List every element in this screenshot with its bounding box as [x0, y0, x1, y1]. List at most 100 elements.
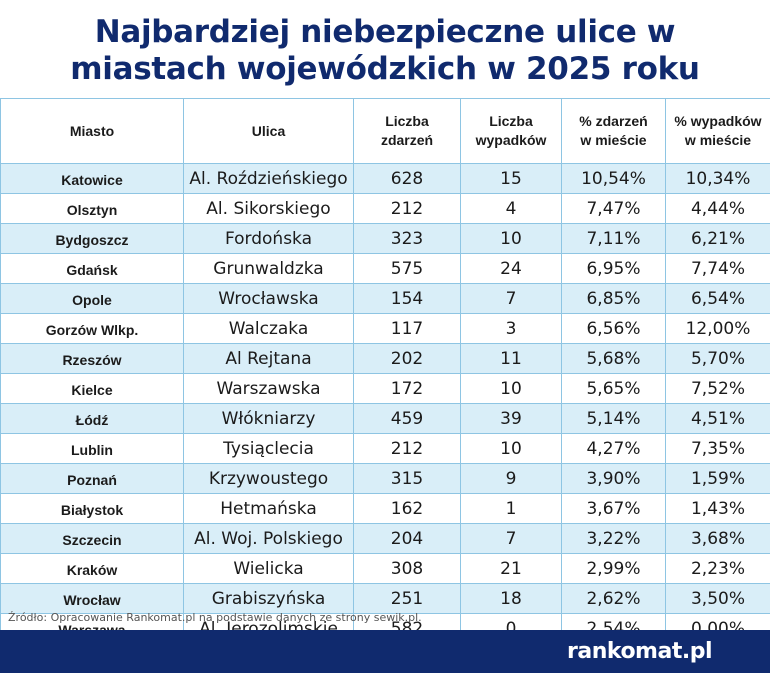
- cell-street: Al Rejtana: [183, 343, 354, 374]
- cell-events: 202: [353, 343, 461, 374]
- cell-city: Gdańsk: [0, 253, 184, 284]
- cell-city: Lublin: [0, 433, 184, 464]
- cell-pct-events: 10,54%: [561, 163, 666, 194]
- cell-events: 212: [353, 193, 461, 224]
- cell-pct-accidents: 3,50%: [665, 583, 770, 614]
- cell-street: Fordońska: [183, 223, 354, 254]
- table-row: Białystok Hetmańska 162 1 3,67% 1,43%: [0, 493, 770, 524]
- cell-pct-events: 3,67%: [561, 493, 666, 524]
- cell-accidents: 7: [460, 523, 562, 554]
- cell-pct-events: 3,22%: [561, 523, 666, 554]
- cell-city: Białystok: [0, 493, 184, 524]
- cell-street: Grunwaldzka: [183, 253, 354, 284]
- cell-city: Opole: [0, 283, 184, 314]
- header-row: Miasto Ulica Liczba zdarzeń Liczba wypadkó…: [0, 98, 770, 164]
- cell-street: Grabiszyńska: [183, 583, 354, 614]
- cell-accidents: 11: [460, 343, 562, 374]
- cell-city: Rzeszów: [0, 343, 184, 374]
- cell-city: Kielce: [0, 373, 184, 404]
- cell-pct-events: 4,27%: [561, 433, 666, 464]
- cell-street: Wrocławska: [183, 283, 354, 314]
- cell-city: Szczecin: [0, 523, 184, 554]
- cell-pct-events: 7,11%: [561, 223, 666, 254]
- cell-pct-events: 2,62%: [561, 583, 666, 614]
- cell-street: Krzywoustego: [183, 463, 354, 494]
- cell-pct-events: 6,95%: [561, 253, 666, 284]
- cell-street: Warszawska: [183, 373, 354, 404]
- cell-events: 154: [353, 283, 461, 314]
- cell-accidents: 9: [460, 463, 562, 494]
- cell-pct-events: 3,90%: [561, 463, 666, 494]
- cell-pct-events: 5,14%: [561, 403, 666, 434]
- source-note: Źródło: Opracowanie Rankomat.pl na podst…: [8, 611, 422, 624]
- header-street: Ulica: [183, 98, 354, 164]
- cell-pct-accidents: 5,70%: [665, 343, 770, 374]
- cell-accidents: 10: [460, 373, 562, 404]
- cell-pct-events: 7,47%: [561, 193, 666, 224]
- cell-street: Walczaka: [183, 313, 354, 344]
- cell-street: Włókniarzy: [183, 403, 354, 434]
- cell-street: Tysiąclecia: [183, 433, 354, 464]
- cell-events: 628: [353, 163, 461, 194]
- table-row: Kraków Wielicka 308 21 2,99% 2,23%: [0, 553, 770, 584]
- table-row: Wrocław Grabiszyńska 251 18 2,62% 3,50%: [0, 583, 770, 614]
- cell-street: Al. Sikorskiego: [183, 193, 354, 224]
- cell-events: 172: [353, 373, 461, 404]
- cell-city: Łódź: [0, 403, 184, 434]
- cell-accidents: 24: [460, 253, 562, 284]
- cell-pct-accidents: 6,54%: [665, 283, 770, 314]
- table-row: Gorzów Wlkp. Walczaka 117 3 6,56% 12,00%: [0, 313, 770, 344]
- table-row: Łódź Włókniarzy 459 39 5,14% 4,51%: [0, 403, 770, 434]
- cell-accidents: 18: [460, 583, 562, 614]
- cell-city: Katowice: [0, 163, 184, 194]
- page-title: Najbardziej niebezpieczne ulice w miasta…: [0, 14, 770, 88]
- header-accidents: Liczba wypadków: [460, 98, 562, 164]
- cell-street: Al. Roździeńskiego: [183, 163, 354, 194]
- cell-accidents: 4: [460, 193, 562, 224]
- cell-pct-accidents: 7,35%: [665, 433, 770, 464]
- cell-accidents: 15: [460, 163, 562, 194]
- cell-street: Hetmańska: [183, 493, 354, 524]
- header-city: Miasto: [0, 98, 184, 164]
- table-row: Poznań Krzywoustego 315 9 3,90% 1,59%: [0, 463, 770, 494]
- table-row: Opole Wrocławska 154 7 6,85% 6,54%: [0, 283, 770, 314]
- data-table: Miasto Ulica Liczba zdarzeń Liczba wypadkó…: [0, 98, 770, 644]
- rankomat-logo: rankomat.pl: [567, 639, 712, 664]
- cell-accidents: 1: [460, 493, 562, 524]
- cell-pct-accidents: 2,23%: [665, 553, 770, 584]
- cell-events: 162: [353, 493, 461, 524]
- cell-accidents: 10: [460, 223, 562, 254]
- cell-accidents: 10: [460, 433, 562, 464]
- table-row: Olsztyn Al. Sikorskiego 212 4 7,47% 4,44%: [0, 193, 770, 224]
- header-pct-accidents: % wypadków w mieście: [665, 98, 770, 164]
- header-pct-events: % zdarzeń w mieście: [561, 98, 666, 164]
- cell-pct-accidents: 7,52%: [665, 373, 770, 404]
- table-row: Bydgoszcz Fordońska 323 10 7,11% 6,21%: [0, 223, 770, 254]
- cell-accidents: 21: [460, 553, 562, 584]
- table-row: Lublin Tysiąclecia 212 10 4,27% 7,35%: [0, 433, 770, 464]
- header-events: Liczba zdarzeń: [353, 98, 461, 164]
- cell-events: 308: [353, 553, 461, 584]
- cell-street: Wielicka: [183, 553, 354, 584]
- cell-accidents: 39: [460, 403, 562, 434]
- table-row: Szczecin Al. Woj. Polskiego 204 7 3,22% 3,68%: [0, 523, 770, 554]
- title-line-2: miastach wojewódzkich w 2025 roku: [70, 51, 700, 87]
- cell-pct-accidents: 4,51%: [665, 403, 770, 434]
- cell-pct-accidents: 1,43%: [665, 493, 770, 524]
- cell-pct-events: 6,85%: [561, 283, 666, 314]
- cell-events: 204: [353, 523, 461, 554]
- title-line-1: Najbardziej niebezpieczne ulice w: [94, 14, 676, 50]
- cell-events: 251: [353, 583, 461, 614]
- cell-events: 575: [353, 253, 461, 284]
- table-row: Gdańsk Grunwaldzka 575 24 6,95% 7,74%: [0, 253, 770, 284]
- cell-pct-events: 6,56%: [561, 313, 666, 344]
- table-row: Kielce Warszawska 172 10 5,65% 7,52%: [0, 373, 770, 404]
- table-row: Katowice Al. Roździeńskiego 628 15 10,54% 10,…: [0, 163, 770, 194]
- cell-events: 315: [353, 463, 461, 494]
- cell-pct-accidents: 1,59%: [665, 463, 770, 494]
- cell-pct-accidents: 10,34%: [665, 163, 770, 194]
- cell-pct-accidents: 6,21%: [665, 223, 770, 254]
- cell-pct-accidents: 7,74%: [665, 253, 770, 284]
- cell-events: 459: [353, 403, 461, 434]
- cell-pct-events: 5,68%: [561, 343, 666, 374]
